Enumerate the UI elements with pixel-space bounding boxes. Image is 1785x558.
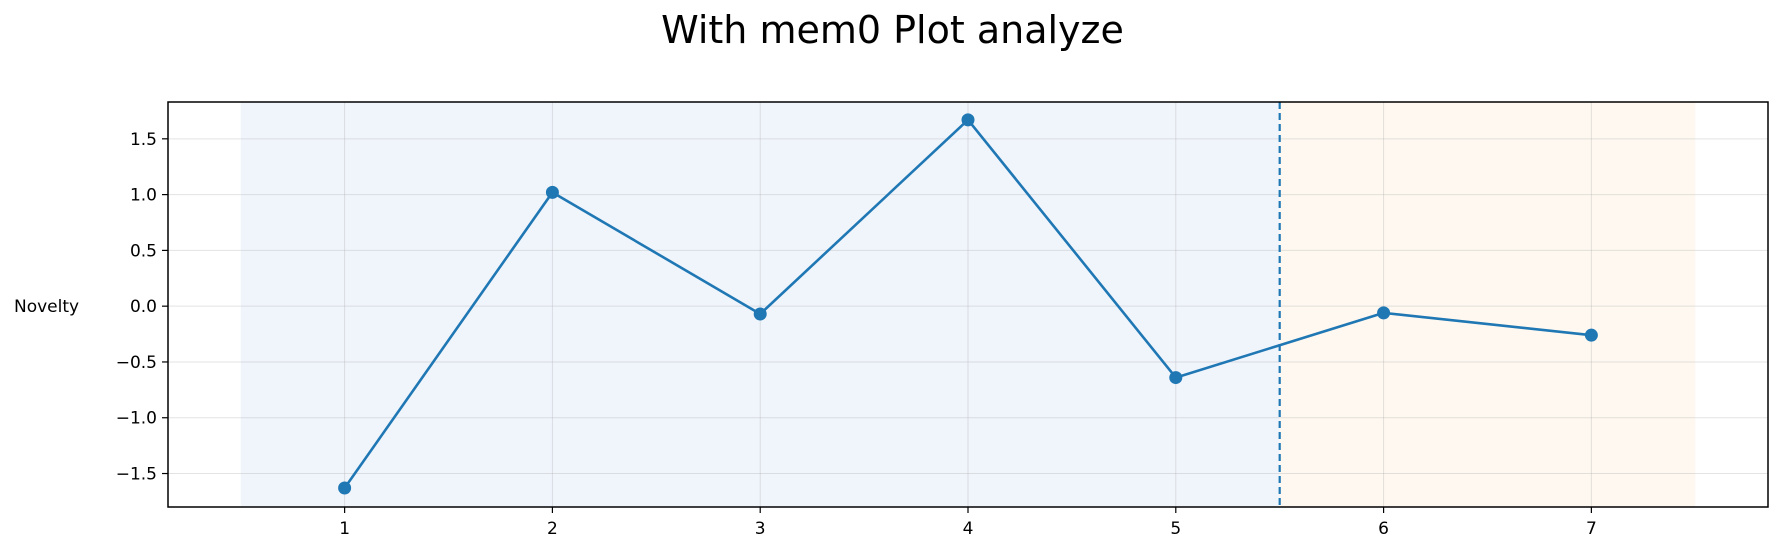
x-tick-label: 7 — [1586, 519, 1597, 539]
x-axis-ticks: 1 2 3 4 5 6 7 — [339, 507, 1597, 539]
data-point — [338, 481, 352, 495]
x-tick-label: 4 — [963, 519, 974, 539]
shaded-region-1 — [240, 102, 1280, 507]
x-tick-label: 2 — [547, 519, 558, 539]
y-tick-label: 1.0 — [130, 186, 157, 206]
y-tick-label: 0.0 — [130, 297, 157, 317]
y-axis-label: Novelty — [14, 297, 79, 317]
data-point — [1584, 328, 1598, 342]
y-tick-label: −0.5 — [116, 353, 157, 373]
data-points — [338, 113, 1598, 495]
data-point — [753, 307, 767, 321]
y-axis-ticks: 1.5 1.0 0.5 0.0 −0.5 −1.0 −1.5 — [116, 130, 168, 485]
x-tick-label: 3 — [755, 519, 766, 539]
y-tick-label: −1.5 — [116, 465, 157, 485]
x-tick-label: 6 — [1378, 519, 1389, 539]
y-tick-label: 0.5 — [130, 241, 157, 261]
shaded-regions — [240, 102, 1696, 507]
data-point — [545, 185, 559, 199]
y-tick-label: −1.0 — [116, 409, 157, 429]
y-tick-label: 1.5 — [130, 130, 157, 150]
grid-lines — [168, 102, 1768, 507]
shaded-region-2 — [1279, 102, 1696, 507]
data-point — [1377, 306, 1391, 320]
x-tick-label: 1 — [339, 519, 350, 539]
data-point — [1169, 371, 1183, 385]
chart-title: With mem0 Plot analyze — [661, 8, 1124, 52]
data-point — [961, 113, 975, 127]
x-tick-label: 5 — [1170, 519, 1181, 539]
